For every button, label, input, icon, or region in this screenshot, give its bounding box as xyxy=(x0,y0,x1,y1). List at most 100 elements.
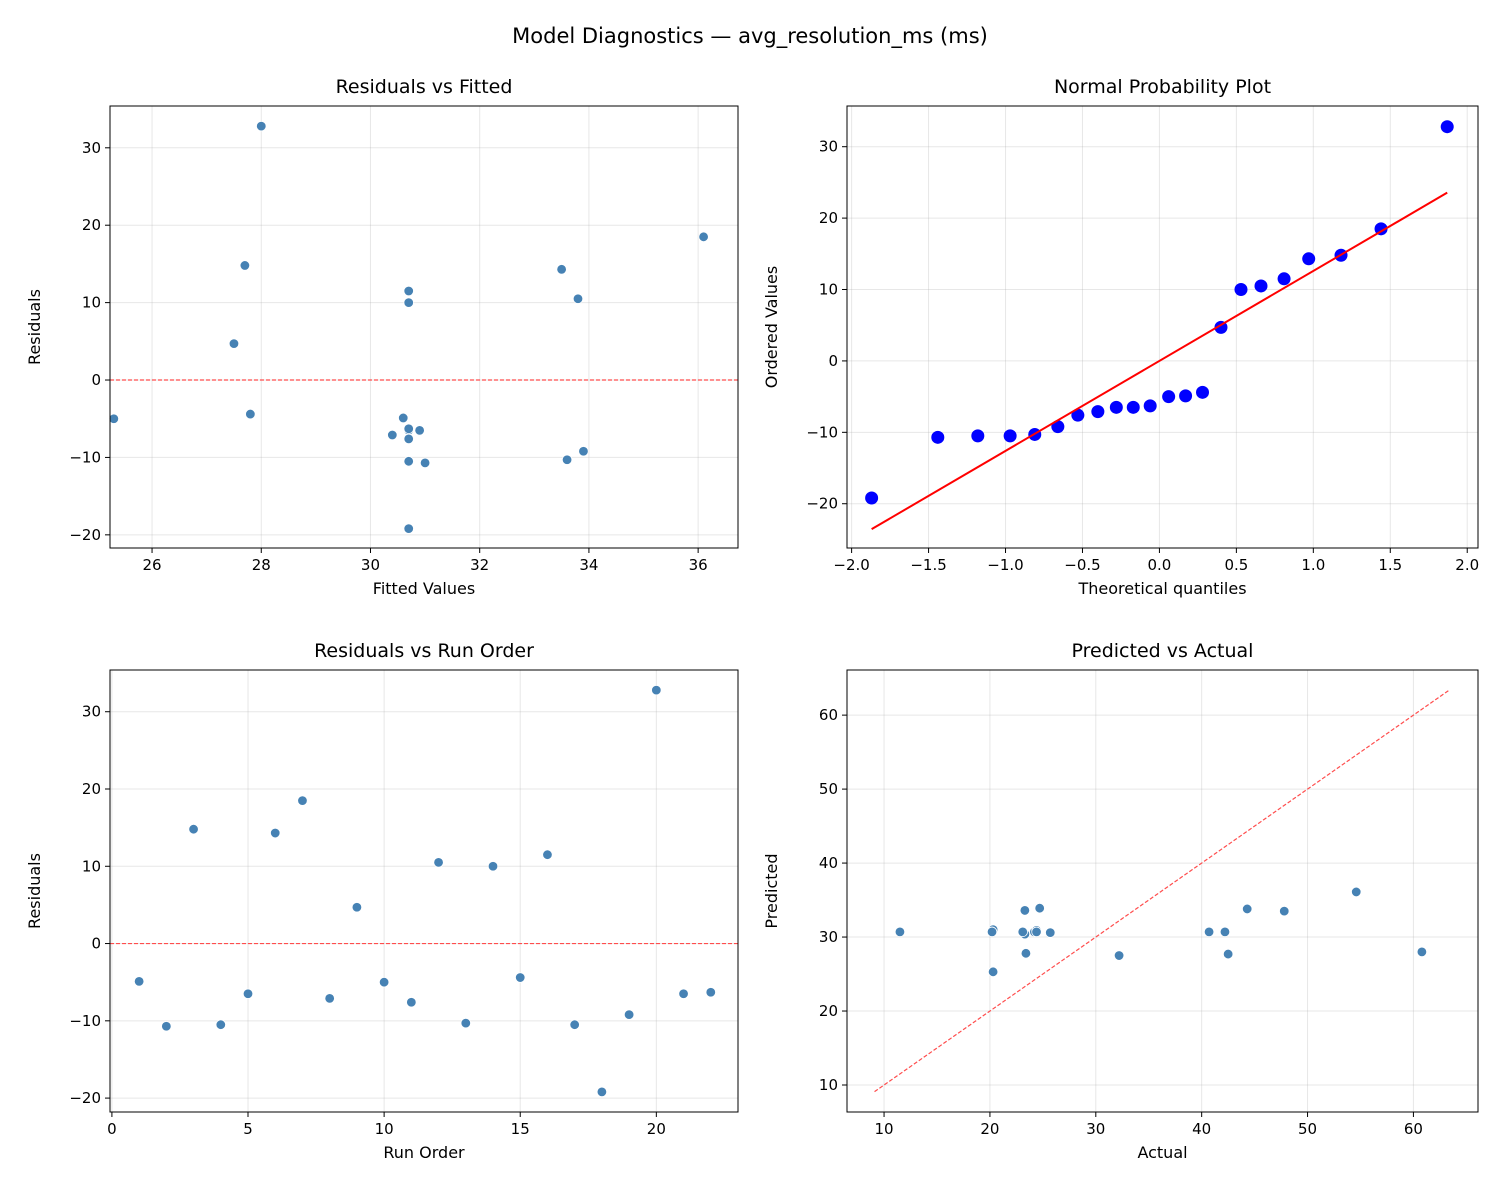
data-point xyxy=(1034,902,1045,914)
x-tick-label: 1.5 xyxy=(1378,556,1402,574)
x-tick-label: 32 xyxy=(470,556,489,574)
qq-point xyxy=(1126,400,1140,414)
data-point xyxy=(398,412,409,424)
qq-point xyxy=(1196,385,1210,399)
data-point xyxy=(987,966,999,978)
qq-point xyxy=(1302,252,1316,266)
x-tick-label: 0.0 xyxy=(1147,556,1171,574)
axes-frame xyxy=(109,105,739,549)
x-tick-label: 1.0 xyxy=(1301,556,1325,574)
subplot-title: Predicted vs Actual xyxy=(1072,640,1254,662)
x-axis-label: Run Order xyxy=(383,1143,465,1162)
subplot-title: Normal Probability Plot xyxy=(1054,76,1271,98)
x-tick-label: 28 xyxy=(252,556,271,574)
qq-point xyxy=(1091,405,1105,419)
subplot-1: 26 28 30 32 34 36 −20 −10 0 10 20 30 Residuals vs Fi… xyxy=(25,76,739,598)
x-tick-label: 36 xyxy=(689,556,708,574)
data-point xyxy=(705,987,716,998)
x-tick-label: 30 xyxy=(361,556,380,574)
data-point xyxy=(542,849,553,860)
x-tick-label: 20 xyxy=(980,1120,999,1138)
x-axis-label: Actual xyxy=(1137,1143,1187,1162)
y-tick-label: 10 xyxy=(82,294,101,312)
data-point xyxy=(460,1017,471,1029)
qq-point xyxy=(1051,420,1065,434)
data-point xyxy=(1031,926,1042,938)
subplot-title: Residuals vs Fitted xyxy=(336,76,513,98)
data-point xyxy=(1203,926,1215,938)
x-tick-label: 0 xyxy=(107,1120,117,1138)
data-point xyxy=(133,976,145,987)
data-point xyxy=(1416,946,1428,958)
x-tick-label: 10 xyxy=(375,1120,394,1138)
data-point xyxy=(572,293,584,304)
subplot-3: 0 5 10 15 20 −20 −10 0 10 20 30 Residuals vs Run Or… xyxy=(25,640,739,1162)
y-tick-label: 20 xyxy=(819,1002,838,1020)
qq-point xyxy=(1003,429,1017,443)
data-point xyxy=(324,993,335,1004)
y-tick-label: −10 xyxy=(806,423,838,441)
data-point xyxy=(403,423,414,434)
data-point xyxy=(188,823,199,835)
y-tick-label: 20 xyxy=(82,216,101,234)
data-point xyxy=(1020,948,1032,959)
data-point xyxy=(894,926,906,938)
qq-point xyxy=(1440,120,1454,134)
data-point xyxy=(406,997,417,1008)
data-point xyxy=(986,926,998,938)
y-tick-label: 0 xyxy=(91,371,101,389)
qq-point xyxy=(1374,222,1388,236)
x-tick-label: 0.5 xyxy=(1224,556,1248,574)
data-point xyxy=(403,523,414,534)
qq-point xyxy=(971,429,985,443)
qq-point xyxy=(1143,399,1157,413)
data-point xyxy=(1113,950,1125,961)
identity-reference-line xyxy=(874,690,1449,1093)
data-point xyxy=(623,1009,635,1020)
data-point xyxy=(678,988,689,999)
y-axis-label: Residuals xyxy=(25,289,44,365)
qq-fit-line xyxy=(871,191,1448,531)
data-point xyxy=(569,1019,580,1030)
data-point xyxy=(1241,903,1253,915)
data-point xyxy=(433,857,444,868)
data-point xyxy=(270,827,281,839)
y-axis-label: Ordered Values xyxy=(762,266,781,388)
data-point xyxy=(245,408,256,420)
y-tick-label: 0 xyxy=(828,352,838,370)
y-tick-label: 30 xyxy=(819,928,838,946)
data-point xyxy=(1045,927,1056,938)
data-point xyxy=(578,446,589,457)
x-tick-label: 5 xyxy=(243,1120,253,1138)
y-tick-label: 10 xyxy=(819,281,838,299)
data-point xyxy=(387,429,398,441)
y-tick-label: −20 xyxy=(69,1089,101,1107)
y-tick-label: 0 xyxy=(91,935,101,953)
data-point xyxy=(403,297,414,308)
data-point xyxy=(403,285,414,297)
qq-point xyxy=(1277,272,1291,286)
data-point xyxy=(596,1086,608,1098)
data-point xyxy=(1017,926,1028,938)
subplot-2: −2.0 −1.5 −1.0 −0.5 0.0 0.5 1.0 1.5 2.0 −20 −10 0 10… xyxy=(762,76,1479,598)
data-point xyxy=(1279,905,1290,917)
x-tick-label: 30 xyxy=(1086,1120,1105,1138)
data-point xyxy=(561,454,573,465)
qq-point xyxy=(1179,389,1193,403)
x-tick-label: 15 xyxy=(511,1120,530,1138)
y-axis-label: Residuals xyxy=(25,853,44,929)
data-point xyxy=(1219,926,1231,938)
y-tick-label: −10 xyxy=(69,1012,101,1030)
data-point xyxy=(403,456,414,467)
data-point xyxy=(515,972,526,983)
data-point xyxy=(651,684,662,696)
data-point xyxy=(419,457,431,469)
x-tick-label: 50 xyxy=(1298,1120,1317,1138)
x-tick-label: 60 xyxy=(1404,1120,1423,1138)
y-tick-label: 50 xyxy=(819,780,838,798)
data-point xyxy=(487,861,499,872)
data-point xyxy=(108,413,120,424)
y-tick-label: 30 xyxy=(82,139,101,157)
data-point xyxy=(256,120,267,132)
